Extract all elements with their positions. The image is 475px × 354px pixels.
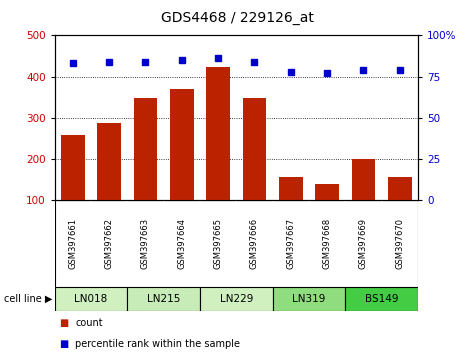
- Bar: [127, 287, 200, 311]
- Bar: [170, 89, 194, 200]
- Bar: [206, 67, 230, 200]
- Text: ■: ■: [59, 318, 68, 328]
- Text: ■: ■: [59, 339, 68, 349]
- Bar: [345, 287, 418, 311]
- Text: GSM397663: GSM397663: [141, 218, 150, 269]
- Text: LN018: LN018: [74, 294, 107, 304]
- Bar: [133, 98, 157, 200]
- Text: percentile rank within the sample: percentile rank within the sample: [75, 339, 240, 349]
- Text: cell line ▶: cell line ▶: [4, 294, 52, 304]
- Text: GSM397666: GSM397666: [250, 218, 259, 269]
- Text: GSM397668: GSM397668: [323, 218, 332, 269]
- Bar: [243, 98, 266, 200]
- Bar: [352, 159, 375, 200]
- Bar: [97, 122, 121, 200]
- Text: count: count: [75, 318, 103, 328]
- Bar: [200, 287, 273, 311]
- Bar: [55, 287, 127, 311]
- Bar: [388, 177, 412, 200]
- Text: GSM397662: GSM397662: [104, 218, 114, 269]
- Text: GDS4468 / 229126_at: GDS4468 / 229126_at: [161, 11, 314, 25]
- Text: GSM397670: GSM397670: [395, 218, 404, 269]
- Text: GSM397667: GSM397667: [286, 218, 295, 269]
- Text: LN319: LN319: [292, 294, 326, 304]
- Text: GSM397665: GSM397665: [214, 218, 223, 269]
- Bar: [315, 184, 339, 200]
- Text: GSM397664: GSM397664: [177, 218, 186, 269]
- Text: BS149: BS149: [365, 294, 399, 304]
- Text: GSM397661: GSM397661: [68, 218, 77, 269]
- Bar: [273, 287, 345, 311]
- Text: GSM397669: GSM397669: [359, 218, 368, 269]
- Text: LN229: LN229: [219, 294, 253, 304]
- Bar: [61, 135, 85, 200]
- Bar: [279, 177, 303, 200]
- Text: LN215: LN215: [147, 294, 180, 304]
